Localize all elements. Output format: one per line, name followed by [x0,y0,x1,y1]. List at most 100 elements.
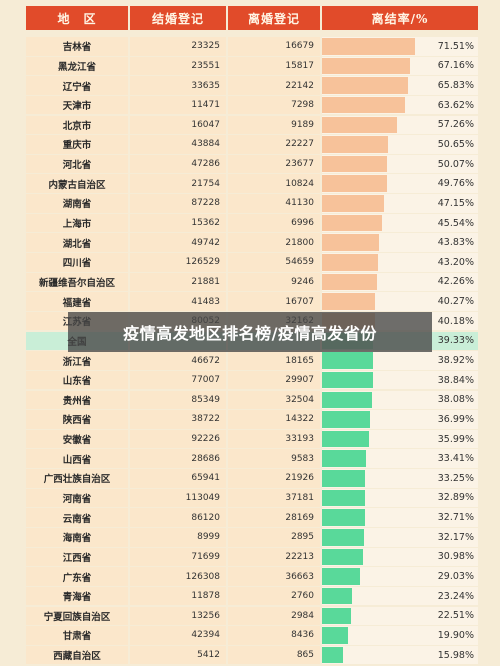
table-row: 贵州省 85349 32504 38.08% [26,390,478,410]
rate-bar [322,411,371,428]
rate-bar [322,450,366,467]
divorces-cell: 21926 [228,469,322,488]
marriages-cell: 77007 [130,370,228,390]
marriages-cell: 16047 [130,115,228,135]
region-cell: 天津市 [26,95,130,115]
rate-cell: 19.90% [322,626,478,645]
region-cell: 江西省 [26,547,130,567]
region-cell: 北京市 [26,115,130,135]
rate-cell: 40.27% [322,292,478,311]
table-row: 湖北省 49742 21800 43.83% [26,233,478,252]
divorces-cell: 15817 [228,56,322,76]
table-row: 黑龙江省 23551 15817 67.16% [26,56,478,76]
rate-bar [322,548,363,566]
divorces-cell: 8436 [228,626,322,645]
rate-bar [322,568,360,585]
divorces-cell: 2895 [228,528,322,547]
marriages-cell: 46672 [130,351,228,370]
divorces-cell: 22142 [228,76,322,95]
table-row: 辽宁省 33635 22142 65.83% [26,76,478,95]
table-row: 广西壮族自治区 65941 21926 33.25% [26,469,478,488]
rate-cell: 30.98% [322,547,478,567]
table-header: 地 区 结婚登记 离婚登记 离结率/% [26,6,478,30]
divorces-cell: 18165 [228,351,322,370]
rate-value: 38.92% [437,355,474,366]
rate-value: 65.83% [437,80,474,92]
rate-value: 63.62% [437,99,474,111]
table-row: 新疆维吾尔自治区 21881 9246 42.26% [26,272,478,292]
region-cell: 河南省 [26,488,130,508]
table-row: 西藏自治区 5412 865 15.98% [26,645,478,665]
divorces-cell: 21800 [228,233,322,252]
rate-cell: 29.03% [322,567,478,586]
rate-bar [322,293,375,310]
marriages-cell: 126308 [130,567,228,586]
rate-cell: 32.17% [322,528,478,547]
rate-value: 40.18% [437,315,474,327]
marriages-cell: 41483 [130,292,228,311]
table-row: 重庆市 43884 22227 50.65% [26,135,478,154]
rate-bar [322,587,353,605]
divorces-cell: 2760 [228,586,322,606]
divorces-cell: 865 [228,645,322,665]
rate-cell: 50.65% [322,135,478,154]
region-cell: 吉林省 [26,37,130,56]
marriages-cell: 33635 [130,76,228,95]
rate-bar [322,254,379,271]
table-row: 海南省 8999 2895 32.17% [26,528,478,547]
rate-cell: 67.16% [322,56,478,76]
rate-value: 22.51% [437,610,474,622]
marriages-cell: 87228 [130,194,228,213]
table-row: 广东省 126308 36663 29.03% [26,567,478,586]
table-row: 云南省 86120 28169 32.71% [26,508,478,527]
region-cell: 四川省 [26,253,130,272]
region-cell: 山东省 [26,370,130,390]
rate-value: 43.20% [437,256,474,268]
table-row: 浙江省 46672 18165 38.92% [26,351,478,370]
divorces-cell: 22213 [228,547,322,567]
rate-bar [322,352,373,369]
rate-bar [322,273,378,291]
header-rate: 离结率/% [322,6,478,30]
divorces-cell: 14322 [228,410,322,429]
rate-cell: 43.20% [322,253,478,272]
rate-value: 32.17% [437,531,474,543]
rate-cell: 32.89% [322,488,478,508]
divorces-cell: 33193 [228,429,322,449]
rate-cell: 38.08% [322,390,478,410]
rate-bar [322,96,406,114]
table-row: 河南省 113049 37181 32.89% [26,488,478,508]
table-row: 内蒙古自治区 21754 10824 49.76% [26,174,478,193]
rate-value: 45.54% [437,217,474,229]
header-divorces: 离婚登记 [228,6,322,30]
header-region: 地 区 [26,6,130,30]
marriages-cell: 42394 [130,626,228,645]
marriages-cell: 86120 [130,508,228,527]
divorces-cell: 29907 [228,370,322,390]
marriages-cell: 92226 [130,429,228,449]
rate-cell: 42.26% [322,272,478,292]
marriages-cell: 65941 [130,469,228,488]
divorces-cell: 23677 [228,154,322,174]
marriages-cell: 47286 [130,154,228,174]
rate-value: 47.15% [437,197,474,209]
overlay-caption: 疫情高发地区排名榜/疫情高发省份 [68,312,432,352]
region-cell: 云南省 [26,508,130,527]
rate-bar [322,38,416,55]
rate-cell: 71.51% [322,37,478,56]
marriages-cell: 23325 [130,37,228,56]
rate-value: 15.98% [437,649,474,661]
divorces-cell: 7298 [228,95,322,115]
marriages-cell: 43884 [130,135,228,154]
region-cell: 陕西省 [26,410,130,429]
divorces-cell: 36663 [228,567,322,586]
marriages-cell: 11471 [130,95,228,115]
table-row: 陕西省 38722 14322 36.99% [26,410,478,429]
region-cell: 西藏自治区 [26,645,130,665]
region-cell: 上海市 [26,213,130,233]
rate-cell: 35.99% [322,429,478,449]
marriages-cell: 38722 [130,410,228,429]
divorces-cell: 54659 [228,253,322,272]
region-cell: 福建省 [26,292,130,311]
table-row: 甘肃省 42394 8436 19.90% [26,626,478,645]
